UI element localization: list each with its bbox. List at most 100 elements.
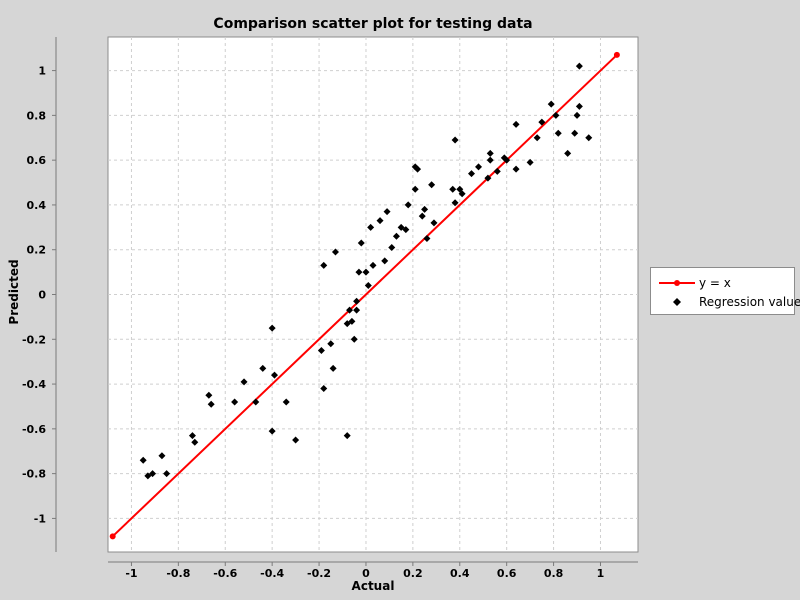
regression-point [428,181,436,189]
regression-point [383,208,391,216]
x-tick-label: -0.4 [260,567,284,580]
y-tick-label: 1 [38,65,46,78]
y-tick-label: -0.4 [22,378,46,391]
y-tick-label: -0.2 [22,333,46,346]
legend: y = x Regression values [650,267,800,315]
legend-label: y = x [699,276,731,290]
y-axis-ticks: -1 -0.8 -0.6 -0.4 -0.2 0 0.2 0.4 0.6 0.8 1 [22,65,56,525]
regression-point [362,268,370,276]
regression-point [158,452,166,460]
y-tick-label: -0.6 [22,423,46,436]
regression-point [240,378,248,386]
regression-point [268,324,276,332]
regression-point [533,134,541,142]
regression-point [367,223,375,231]
regression-point [493,167,501,175]
red-line-swatch-icon [659,280,695,286]
regression-point [475,163,483,171]
regression-point [353,306,361,314]
regression-point [191,438,199,446]
regression-point [554,129,562,137]
regression-point [538,118,546,126]
regression-point [421,205,429,213]
x-tick-label: 0.6 [497,567,517,580]
x-axis-ticks: -1 -0.8 -0.6 -0.4 -0.2 0 0.2 0.4 0.6 0.8 1 [125,562,604,580]
regression-point [149,470,157,478]
regression-point [320,385,328,393]
regression-point [512,165,520,173]
regression-point [163,470,171,478]
regression-point [320,261,328,269]
regression-point [484,174,492,182]
regression-point [350,335,358,343]
regression-point [346,306,354,314]
y-equals-x-endpoint [613,51,620,58]
regression-point [331,248,339,256]
regression-point [268,427,276,435]
y-tick-label: 0.6 [27,154,47,167]
legend-item-y-equals-x: y = x [651,274,794,292]
y-tick-label: 0.8 [27,109,47,122]
regression-point [451,199,459,207]
regression-point [571,129,579,137]
y-equals-x-line [111,54,618,538]
regression-point [411,185,419,193]
regression-point [188,432,196,440]
x-tick-label: -0.8 [166,567,190,580]
legend-item-regression-values: Regression values [651,293,800,311]
regression-point [547,100,555,108]
regression-point [467,170,475,178]
x-axis-label: Actual [352,579,395,593]
regression-point [271,371,279,379]
regression-point [381,257,389,265]
x-tick-label: 0 [362,567,370,580]
chart-title: Comparison scatter plot for testing data [213,16,532,32]
y-tick-label: 0.4 [27,199,47,212]
regression-point [327,340,335,348]
regression-point [353,297,361,305]
regression-point [512,120,520,128]
y-equals-x-endpoint [109,533,116,540]
x-tick-label: 1 [597,567,605,580]
black-diamond-swatch-icon [673,298,681,306]
y-axis-label: Predicted [7,259,21,324]
data-marks [109,51,620,540]
regression-point [404,201,412,209]
regression-point [376,217,384,225]
regression-point [343,432,351,440]
x-tick-label: 0.8 [544,567,564,580]
regression-point [329,364,337,372]
regression-point [357,239,365,247]
x-tick-label: -0.6 [213,567,237,580]
regression-point [207,400,215,408]
regression-point [252,398,260,406]
y-tick-label: -0.8 [22,468,46,481]
y-tick-label: 0 [38,289,46,302]
regression-point [369,261,377,269]
regression-point [259,364,267,372]
regression-point [423,235,431,243]
x-tick-label: -1 [125,567,137,580]
regression-point [449,185,457,193]
regression-point [503,156,511,164]
regression-point [139,456,147,464]
regression-point [205,391,213,399]
regression-point [451,136,459,144]
legend-label: Regression values [699,295,800,309]
regression-point [575,62,583,70]
y-tick-label: 0.2 [27,244,47,257]
regression-point [388,243,396,251]
regression-point [575,102,583,110]
regression-point [317,346,325,354]
grid-lines [108,37,638,552]
regression-point [348,317,356,325]
regression-point [364,282,372,290]
regression-point [458,190,466,198]
regression-point [486,149,494,157]
regression-point [526,158,534,166]
x-tick-label: -0.2 [307,567,331,580]
regression-point [414,165,422,173]
regression-point [418,212,426,220]
x-tick-label: 0.4 [450,567,470,580]
